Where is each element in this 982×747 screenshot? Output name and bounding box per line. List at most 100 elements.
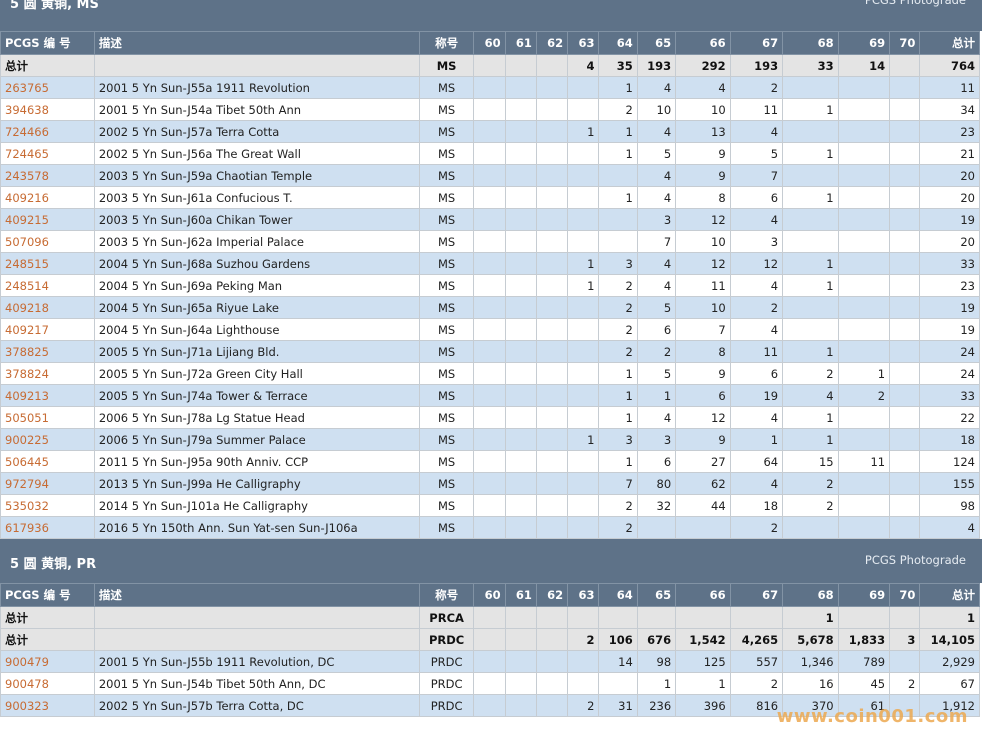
table-row: 248514 2004 5 Yn Sun-J69a Peking Man MS 1 2 4… (0, 274, 980, 297)
pcgs-number-link[interactable]: 248515 (0, 252, 95, 275)
pcgs-number-link[interactable]: 535032 (0, 494, 95, 517)
pcgs-number-link[interactable]: 409213 (0, 384, 95, 407)
column-header[interactable]: 总计 (919, 31, 980, 55)
grade-count-cell: 7 (729, 164, 784, 187)
grade-count-cell (535, 472, 569, 495)
column-header[interactable]: 63 (567, 583, 600, 607)
grade-count-cell (567, 472, 600, 495)
grade-count-cell (535, 98, 569, 121)
grade-count-cell (535, 384, 569, 407)
pcgs-number-link[interactable]: 972794 (0, 472, 95, 495)
grade-count-cell (889, 472, 921, 495)
column-header[interactable]: 60 (473, 31, 506, 55)
designation-cell: PRDC (418, 650, 475, 673)
column-header[interactable]: 68 (782, 31, 839, 55)
photograde-link[interactable]: PCGS Photograde (864, 0, 966, 7)
totals-desc (93, 606, 420, 629)
column-header[interactable]: 66 (675, 31, 731, 55)
column-header[interactable]: 总计 (919, 583, 980, 607)
photograde-link[interactable]: PCGS Photograde (864, 553, 966, 567)
column-header[interactable]: 65 (636, 31, 677, 55)
column-header[interactable]: 67 (729, 31, 784, 55)
column-header[interactable]: 67 (729, 583, 784, 607)
grade-count-cell (782, 76, 839, 99)
pcgs-number-link[interactable]: 507096 (0, 230, 95, 253)
pcgs-number-link[interactable]: 378824 (0, 362, 95, 385)
pcgs-number-link[interactable]: 409215 (0, 208, 95, 231)
grade-count-cell: 4 (729, 274, 784, 297)
column-header[interactable]: 69 (837, 583, 891, 607)
column-header[interactable]: 60 (473, 583, 506, 607)
pcgs-number-link[interactable]: 505051 (0, 406, 95, 429)
column-header[interactable]: 65 (636, 583, 677, 607)
column-header[interactable]: 62 (535, 31, 569, 55)
grade-count-cell (535, 340, 569, 363)
grade-count-cell (837, 142, 891, 165)
column-header[interactable]: 66 (675, 583, 731, 607)
grade-count-cell: 9 (675, 142, 731, 165)
grade-count-cell: 292 (675, 54, 731, 77)
column-header[interactable]: 62 (535, 583, 569, 607)
pcgs-number-link[interactable]: 724466 (0, 120, 95, 143)
pcgs-number-link[interactable]: 900323 (0, 694, 95, 717)
grade-count-cell (473, 164, 506, 187)
pcgs-number-link[interactable]: 409216 (0, 186, 95, 209)
pcgs-number-link[interactable]: 506445 (0, 450, 95, 473)
description-cell: 2011 5 Yn Sun-J95a 90th Anniv. CCP (93, 450, 420, 473)
grade-count-cell (535, 450, 569, 473)
column-header[interactable]: PCGS 编 号 (0, 31, 95, 55)
pcgs-number-link[interactable]: 243578 (0, 164, 95, 187)
column-header[interactable]: 称号 (418, 583, 475, 607)
grade-count-cell: 1 (782, 186, 839, 209)
pcgs-number-link[interactable]: 409218 (0, 296, 95, 319)
column-header[interactable]: 64 (598, 583, 638, 607)
pcgs-number-link[interactable]: 724465 (0, 142, 95, 165)
column-header[interactable]: 70 (889, 583, 921, 607)
grade-count-cell: 4 (636, 274, 677, 297)
grade-count-cell: 5 (636, 142, 677, 165)
grade-count-cell (889, 98, 921, 121)
grade-count-cell: 1 (567, 428, 600, 451)
grade-count-cell (473, 406, 506, 429)
grade-count-cell (504, 340, 537, 363)
grade-count-cell (473, 362, 506, 385)
designation-cell: MS (418, 450, 475, 473)
column-header[interactable]: 70 (889, 31, 921, 55)
grade-count-cell (598, 606, 638, 629)
column-header[interactable]: 64 (598, 31, 638, 55)
grade-count-cell (473, 628, 506, 651)
total-cell: 22 (919, 406, 980, 429)
pcgs-number-link[interactable]: 617936 (0, 516, 95, 539)
grade-count-cell: 5,678 (782, 628, 839, 651)
grade-count-cell (473, 472, 506, 495)
grade-count-cell (504, 428, 537, 451)
grade-count-cell (567, 340, 600, 363)
column-header[interactable]: 61 (504, 31, 537, 55)
pcgs-number-link[interactable]: 409217 (0, 318, 95, 341)
pcgs-number-link[interactable]: 900478 (0, 672, 95, 695)
grade-count-cell (535, 230, 569, 253)
pcgs-number-link[interactable]: 900225 (0, 428, 95, 451)
pcgs-number-link[interactable]: 900479 (0, 650, 95, 673)
population-table: PCGS 编 号描述 称号 60 61 62 63 64 65 66 67 68 69 70 总计 总计 PR… (0, 583, 980, 717)
section-title: 5 圆 黄铜, MS (10, 0, 99, 12)
grade-count-cell: 557 (729, 650, 784, 673)
pcgs-number-link[interactable]: 263765 (0, 76, 95, 99)
grade-count-cell (535, 296, 569, 319)
designation-cell: MS (418, 516, 475, 539)
column-header[interactable]: 69 (837, 31, 891, 55)
column-header[interactable]: 61 (504, 583, 537, 607)
grade-count-cell: 6 (675, 384, 731, 407)
column-header[interactable]: 描述 (93, 583, 420, 607)
pcgs-number-link[interactable]: 394638 (0, 98, 95, 121)
column-header[interactable]: PCGS 编 号 (0, 583, 95, 607)
grade-count-cell (473, 516, 506, 539)
column-header[interactable]: 描述 (93, 31, 420, 55)
grade-count-cell (889, 606, 921, 629)
column-header[interactable]: 68 (782, 583, 839, 607)
pcgs-number-link[interactable]: 378825 (0, 340, 95, 363)
column-header[interactable]: 称号 (418, 31, 475, 55)
pcgs-number-link[interactable]: 248514 (0, 274, 95, 297)
column-header[interactable]: 63 (567, 31, 600, 55)
grade-count-cell: 3 (636, 208, 677, 231)
